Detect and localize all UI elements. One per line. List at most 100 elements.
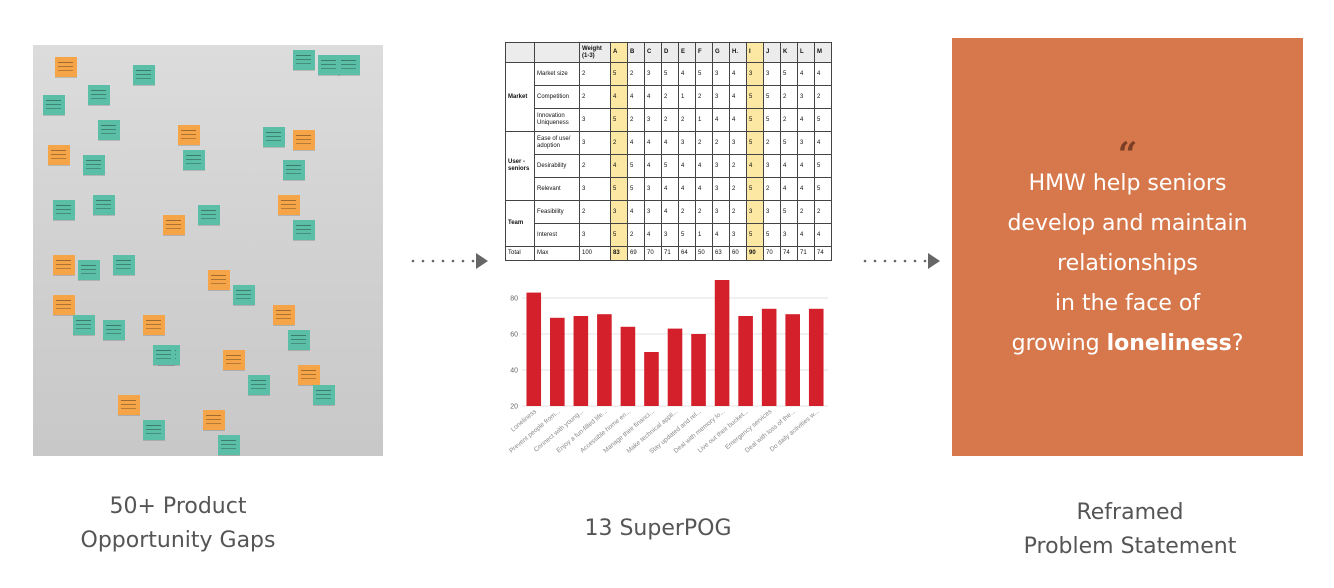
matrix-row: Competition 2 4 4 4 2 1 2 3 4 5 5 2 3 2	[506, 85, 832, 109]
sticky-note	[53, 255, 75, 275]
matrix-header-cell: B	[627, 42, 645, 63]
matrix-cell: 4	[729, 108, 747, 132]
matrix-cell: 4	[780, 154, 798, 178]
matrix-total-cell: 74	[780, 246, 798, 261]
matrix-cell: 3	[712, 85, 730, 109]
matrix-cell: 4	[644, 154, 662, 178]
bar	[691, 334, 706, 406]
matrix-header-cell	[534, 42, 580, 63]
matrix-cell: 5	[780, 62, 798, 86]
sticky-note	[78, 260, 100, 280]
matrix-cell: 5	[746, 108, 764, 132]
matrix-cell: 4	[678, 177, 696, 201]
matrix-total-cell: 70	[763, 246, 781, 261]
sticky-note	[178, 125, 200, 145]
bar	[526, 292, 542, 406]
bar	[738, 316, 753, 406]
matrix-header-cell: K	[780, 42, 798, 63]
sticky-note	[198, 205, 220, 225]
sticky-note	[338, 55, 360, 75]
matrix-cell: 4	[678, 62, 696, 86]
matrix-cell: 4	[729, 62, 747, 86]
problem-statement-card: “ HMW help seniors develop and maintain …	[952, 38, 1303, 456]
matrix-cell: 5	[763, 223, 781, 247]
matrix-header-cell: L	[797, 42, 815, 63]
matrix-cell: 1	[678, 85, 696, 109]
matrix-cell: 4	[610, 85, 628, 109]
matrix-cell: 4	[797, 62, 815, 86]
matrix-cell: 2	[695, 200, 713, 224]
matrix-cell: 3	[797, 85, 815, 109]
matrix-criterion: Innovation Uniqueness	[534, 108, 580, 132]
matrix-cell: 4	[797, 223, 815, 247]
matrix-cell: 3	[678, 131, 696, 155]
matrix-cell: 2	[661, 85, 679, 109]
matrix-cell: 5	[678, 223, 696, 247]
sticky-note	[53, 295, 75, 315]
matrix-cell: 3	[763, 154, 781, 178]
sticky-note	[153, 345, 175, 365]
sticky-note	[73, 315, 95, 335]
matrix-row: User - seniors Ease of use/ adoption 3 2 4 4 4…	[505, 131, 832, 201]
matrix-cell: 3	[763, 62, 781, 86]
matrix-cell: 5	[763, 108, 781, 132]
matrix-cell: 2	[627, 223, 645, 247]
matrix-total-cell: 71	[797, 246, 815, 261]
matrix-cell: 4	[661, 131, 679, 155]
matrix-criterion: Feasibility	[534, 200, 580, 224]
matrix-cell: 2	[814, 200, 832, 224]
bar	[714, 280, 730, 406]
y-tick-label: 40	[510, 368, 518, 375]
matrix-cell: 3	[661, 223, 679, 247]
matrix-cell: 2	[695, 131, 713, 155]
matrix-cell: 3	[763, 200, 781, 224]
sticky-note	[288, 330, 310, 350]
bar	[597, 314, 612, 406]
matrix-cell: 4	[695, 154, 713, 178]
matrix-row: Market Market size 2 5 2 3 5 4 5 3 4 3 3 5 4 4	[505, 62, 832, 132]
matrix-cell: 2	[695, 85, 713, 109]
matrix-cell: 5	[780, 200, 798, 224]
matrix-cell: 2	[678, 108, 696, 132]
matrix-cell: 4	[814, 62, 832, 86]
matrix-cell: 5	[695, 62, 713, 86]
matrix-total-row: Total Max 100 83 69 70 71 64 50 63 60 90 70 74 71 74	[505, 246, 832, 261]
matrix-cell: 2	[729, 177, 747, 201]
bar	[644, 352, 659, 406]
sticky-note	[273, 305, 295, 325]
matrix-cell: 2	[780, 108, 798, 132]
quote-icon: “	[1117, 135, 1138, 175]
sticky-note	[133, 65, 155, 85]
matrix-cell: 3	[644, 200, 662, 224]
caption-line: 50+ Product	[109, 494, 247, 519]
sticky-note	[55, 57, 77, 77]
sticky-note	[118, 395, 140, 415]
matrix-header-cell: J	[763, 42, 781, 63]
matrix-total-cell: 50	[695, 246, 713, 261]
matrix-header-row: Weight (1-3) A B C D E F G H. I J K L M	[505, 42, 832, 63]
matrix-cell: 5	[814, 108, 832, 132]
matrix-cell: 3	[729, 223, 747, 247]
caption-superpog: 13 SuperPOG	[584, 516, 732, 541]
matrix-cell: 2	[678, 200, 696, 224]
statement-line: relationships	[1057, 251, 1198, 276]
matrix-cell: 5	[746, 131, 764, 155]
matrix-cell: 3	[644, 108, 662, 132]
caption-opportunity-gaps: 50+ Product Opportunity Gaps	[28, 490, 328, 558]
matrix-group-label: Team	[505, 200, 535, 247]
matrix-cell: 3	[610, 200, 628, 224]
sticky-note	[218, 435, 240, 455]
matrix-cell: 5	[610, 177, 628, 201]
matrix-header-cell: Weight (1-3)	[579, 42, 611, 63]
y-tick-label: 60	[510, 332, 518, 339]
matrix-group-label: User - seniors	[505, 131, 535, 201]
matrix-cell: 1	[695, 108, 713, 132]
matrix-cell: 4	[780, 177, 798, 201]
sticky-note	[113, 255, 135, 275]
sticky-note	[83, 155, 105, 175]
matrix-cell: 1	[695, 223, 713, 247]
matrix-cell: 5	[746, 223, 764, 247]
matrix-cell: 2	[729, 200, 747, 224]
sticky-note	[248, 375, 270, 395]
sticky-note	[223, 350, 245, 370]
